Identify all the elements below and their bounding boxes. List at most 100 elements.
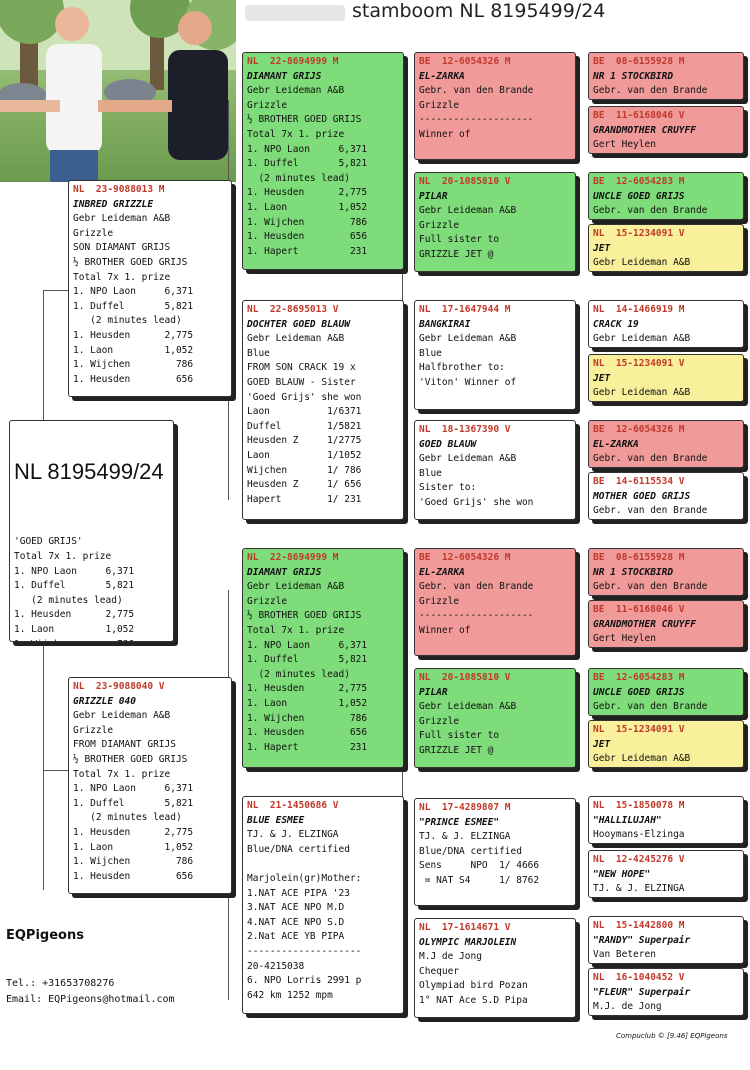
dam-card: NL 23-9088040 V GRIZZLE 040 Gebr Leideman … <box>68 677 232 894</box>
great-great-grandparent-card: BE 14-6115534 V MOTHER GOED GRIJS Gebr. va… <box>588 472 744 520</box>
detail-line: Gebr. van den Brande <box>419 85 534 97</box>
pigeon-name: UNCLE GOED GRIJS <box>593 190 685 202</box>
pigeon-name: EL-ZARKA <box>593 438 639 450</box>
ring-number: NL 15-1234091 V <box>593 358 685 369</box>
ring-number: NL 15-1850078 M <box>593 800 685 811</box>
detail-line: 1. NPO Laon 6,371 <box>73 783 194 795</box>
detail-line: Grizzle <box>419 219 460 231</box>
detail-line: GRIZZLE JET @ <box>419 248 494 260</box>
detail-line: Gebr Leideman A&B <box>593 333 691 345</box>
detail-line: 1° NAT Ace S.D Pipa <box>419 994 528 1006</box>
detail-line: Gebr Leideman A&B <box>419 701 517 713</box>
sire-card: NL 23-9088013 M INBRED GRIZZLE Gebr Leidem… <box>68 180 232 397</box>
detail-line: 1. Heusden 656 <box>73 373 194 385</box>
detail-line: 1. Heusden 2,775 <box>247 683 368 695</box>
detail-line: 1. Laon 1,052 <box>73 841 194 853</box>
contact-tel: Tel.: +31653708276 <box>6 978 115 989</box>
breeders-photo <box>0 0 236 182</box>
detail-line: Gebr Leideman A&B <box>73 213 171 225</box>
ring-number: BE 11-6168046 V <box>593 110 685 121</box>
great-great-grandparent-card: NL 15-1234091 V JET Gebr Leideman A&B <box>588 720 744 768</box>
detail-line: Olympiad bird Pozan <box>419 980 528 992</box>
detail-line: Grizzle <box>247 595 288 607</box>
great-great-grandparent-card: BE 11-6168046 V GRANDMOTHER CRUYFF Gert He… <box>588 106 744 154</box>
ring-number: NL 14-1466919 M <box>593 304 685 315</box>
pigeon-name: MOTHER GOED GRIJS <box>593 490 691 502</box>
detail-line: 'Goed Grijs' she won <box>247 391 362 403</box>
great-great-grandparent-card: NL 15-1850078 M "HALLILUJAH" Hooymans-Elzi… <box>588 796 744 844</box>
detail-line: Halfbrother to: <box>419 362 505 374</box>
detail-line: -------------------- <box>419 114 534 126</box>
detail-line: 1. Wijchen 786 <box>14 638 169 641</box>
detail-line: 1. NPO Laon 6,371 <box>247 143 368 155</box>
detail-line: 'GOED GRIJS' <box>14 536 83 548</box>
detail-line: 1. Laon 1,052 <box>247 697 368 709</box>
contact-email[interactable]: Email: EQPigeons@hotmail.com <box>6 994 175 1005</box>
brand-name: EQPigeons <box>6 928 84 943</box>
great-great-grandparent-card: BE 12-6054283 M UNCLE GOED GRIJS Gebr. van… <box>588 668 744 716</box>
detail-line: 1. NPO Laon 6,371 <box>14 565 135 577</box>
pigeon-name: JET <box>593 372 611 384</box>
detail-line: Grizzle <box>73 724 114 736</box>
pigeon-name: NR 1 STOCKBIRD <box>593 70 674 82</box>
detail-line: Full sister to <box>419 234 500 246</box>
ring-number: NL 17-4289807 M <box>419 802 511 813</box>
detail-line: ½ BROTHER GOED GRIJS <box>247 114 362 126</box>
great-great-grandparent-card: NL 15-1234091 V JET Gebr Leideman A&B <box>588 354 744 402</box>
pigeon-name: GRANDMOTHER CRUYFF <box>593 124 696 136</box>
ring-number: NL 23-9088040 V <box>73 681 165 692</box>
detail-line: Gebr. van den Brande <box>593 205 708 217</box>
detail-line: FROM SON CRACK 19 x <box>247 362 356 374</box>
detail-line: 1. Heusden 2,775 <box>247 187 368 199</box>
detail-line: Full sister to <box>419 730 500 742</box>
pigeon-name: PILAR <box>419 686 448 698</box>
detail-line: 1. Heusden 656 <box>247 231 368 243</box>
detail-line: Marjolein(gr)Mother: <box>247 872 362 884</box>
detail-line: Total 7x 1. prize <box>247 624 345 636</box>
connector-line <box>43 290 69 291</box>
detail-line: Blue/DNA certified <box>419 845 522 857</box>
pigeon-name: GOED BLAUW <box>419 438 477 450</box>
ring-number: NL 15-1442800 M <box>593 920 685 931</box>
grandparent-card: NL 22-8695013 V DOCHTER GOED BLAUW Gebr Le… <box>242 300 404 520</box>
ring-number: NL 18-1367390 V <box>419 424 511 435</box>
ring-number: BE 11-6168046 V <box>593 604 685 615</box>
ring-number: BE 12-6054283 M <box>593 672 685 683</box>
great-great-grandparent-card: NL 15-1234091 V JET Gebr Leideman A&B <box>588 224 744 272</box>
detail-line: Winner of <box>419 624 471 636</box>
pigeon-name: "HALLILUJAH" <box>593 814 662 826</box>
detail-line: Grizzle <box>73 227 114 239</box>
ring-number: NL 23-9088013 M <box>73 184 165 195</box>
pigeon-name: GRIZZLE 040 <box>73 695 136 707</box>
detail-line: SON DIAMANT GRIJS <box>73 242 171 254</box>
detail-line: 1. Laon 1,052 <box>247 201 368 213</box>
detail-line: Gebr Leideman A&B <box>593 387 691 399</box>
pigeon-name: BANGKIRAI <box>419 318 471 330</box>
detail-line: Blue <box>419 347 442 359</box>
detail-line: 1. Laon 1,052 <box>73 344 194 356</box>
detail-line: Gebr Leideman A&B <box>419 453 517 465</box>
pigeon-name: NR 1 STOCKBIRD <box>593 566 674 578</box>
detail-line: Gebr. van den Brande <box>593 505 708 517</box>
detail-line: Laon 1/6371 <box>247 406 362 418</box>
detail-line: 1. Heusden 656 <box>247 727 368 739</box>
detail-line: Gebr. van den Brande <box>593 581 708 593</box>
detail-line: (2 minutes lead) <box>247 172 350 184</box>
detail-line: = NAT S4 1/ 8762 <box>419 874 540 886</box>
detail-line: Gebr Leideman A&B <box>593 753 691 765</box>
detail-line: Laon 1/1052 <box>247 449 362 461</box>
detail-line: Van Beteren <box>593 949 656 961</box>
detail-line: Blue/DNA certified <box>247 843 350 855</box>
detail-line: Grizzle <box>419 595 460 607</box>
page-title: stamboom NL 8195499/24 <box>352 0 606 22</box>
great-great-grandparent-card: NL 12-4245276 V "NEW HOPE" TJ. & J. ELZING… <box>588 850 744 898</box>
detail-line: TJ. & J. ELZINGA <box>247 829 339 841</box>
pigeon-name: "NEW HOPE" <box>593 868 651 880</box>
detail-line: 'Goed Grijs' she won <box>419 496 534 508</box>
pigeon-name: INBRED GRIZZLE <box>73 198 154 210</box>
ring-number: NL 22-8695013 V <box>247 304 339 315</box>
detail-line: TJ. & J. ELZINGA <box>593 883 685 895</box>
detail-line: Total 7x 1. prize <box>73 271 171 283</box>
detail-line: 1. Heusden 2,775 <box>73 826 194 838</box>
ring-number: BE 08-6155928 M <box>593 56 685 67</box>
